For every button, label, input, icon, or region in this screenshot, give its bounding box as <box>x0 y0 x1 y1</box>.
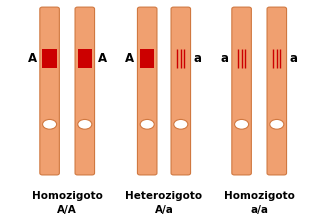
Text: Homozigoto: Homozigoto <box>32 191 103 202</box>
FancyBboxPatch shape <box>75 7 95 175</box>
Text: A: A <box>28 52 36 65</box>
Text: a: a <box>221 52 229 65</box>
FancyBboxPatch shape <box>40 7 60 175</box>
Text: A/a: A/a <box>155 205 173 215</box>
Text: a: a <box>290 52 298 65</box>
FancyBboxPatch shape <box>171 7 190 175</box>
Text: a: a <box>194 52 202 65</box>
Text: A: A <box>125 52 134 65</box>
Text: A: A <box>98 52 107 65</box>
Text: Heterozigoto: Heterozigoto <box>125 191 203 202</box>
Circle shape <box>78 119 92 129</box>
Text: a/a: a/a <box>250 205 268 215</box>
Circle shape <box>43 119 57 129</box>
FancyBboxPatch shape <box>232 7 252 175</box>
Text: Homozigoto: Homozigoto <box>224 191 295 202</box>
Circle shape <box>140 119 154 129</box>
FancyBboxPatch shape <box>267 7 287 175</box>
FancyBboxPatch shape <box>138 7 157 175</box>
Circle shape <box>235 119 249 129</box>
Circle shape <box>174 119 188 129</box>
Bar <box>43 50 57 68</box>
Text: A/A: A/A <box>57 205 77 215</box>
Bar <box>78 50 92 68</box>
Circle shape <box>270 119 284 129</box>
Bar <box>140 50 155 68</box>
